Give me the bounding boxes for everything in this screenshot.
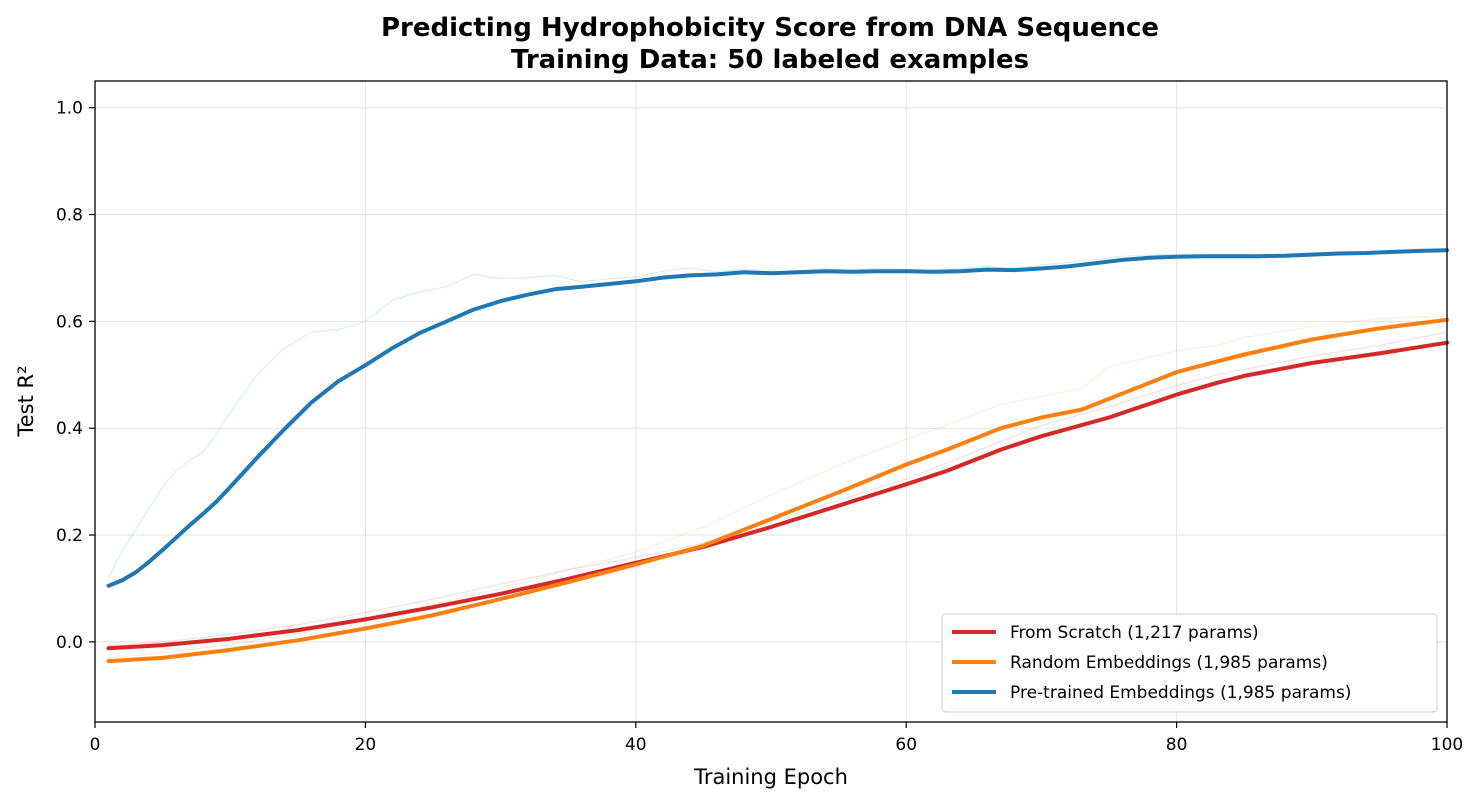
x-tick-label: 20 (355, 735, 377, 755)
y-tick-label: 0.2 (56, 526, 83, 546)
y-tick-label: 0.8 (56, 206, 83, 226)
raw-line-from-scratch (108, 331, 1448, 647)
y-tick-label: 0.6 (56, 312, 83, 332)
legend-label-random-embeddings: Random Embeddings (1,985 params) (1010, 653, 1328, 673)
x-tick-label: 100 (1431, 735, 1463, 755)
y-tick-label: 1.0 (56, 99, 83, 119)
raw-line-random-embeddings (108, 315, 1448, 659)
series-line-pretrained-embeddings (106, 248, 1449, 588)
raw-line-pretrained-embeddings (107, 249, 1448, 579)
series-line-random-embeddings (106, 317, 1449, 664)
y-axis-ticks: 0.0 0.2 0.4 0.6 0.8 1.0 (56, 99, 95, 653)
y-tick-label: 0.4 (56, 419, 83, 439)
chart-title: Predicting Hydrophobicity Score from DNA… (381, 13, 1159, 43)
series-line-from-scratch (106, 340, 1449, 651)
raw-lines (107, 249, 1448, 659)
chart-subtitle: Training Data: 50 labeled examples (511, 45, 1029, 75)
plot-frame (94, 80, 1448, 723)
x-axis-ticks: 0 20 40 60 80 100 (90, 722, 1463, 755)
x-tick-label: 0 (90, 735, 101, 755)
x-axis-label: Training Epoch (693, 765, 848, 789)
x-tick-label: 80 (1166, 735, 1188, 755)
y-tick-label: 0.0 (56, 633, 83, 653)
legend-box (941, 613, 1438, 713)
x-tick-label: 60 (895, 735, 917, 755)
legend-label-pretrained-embeddings: Pre-trained Embeddings (1,985 params) (1010, 683, 1351, 703)
smoothed-lines (106, 248, 1449, 664)
x-tick-label: 40 (625, 735, 647, 755)
legend: From Scratch (1,217 params) Random Embed… (941, 613, 1438, 713)
legend-label-from-scratch: From Scratch (1,217 params) (1010, 623, 1259, 643)
y-axis-label: Test R² (14, 365, 38, 437)
